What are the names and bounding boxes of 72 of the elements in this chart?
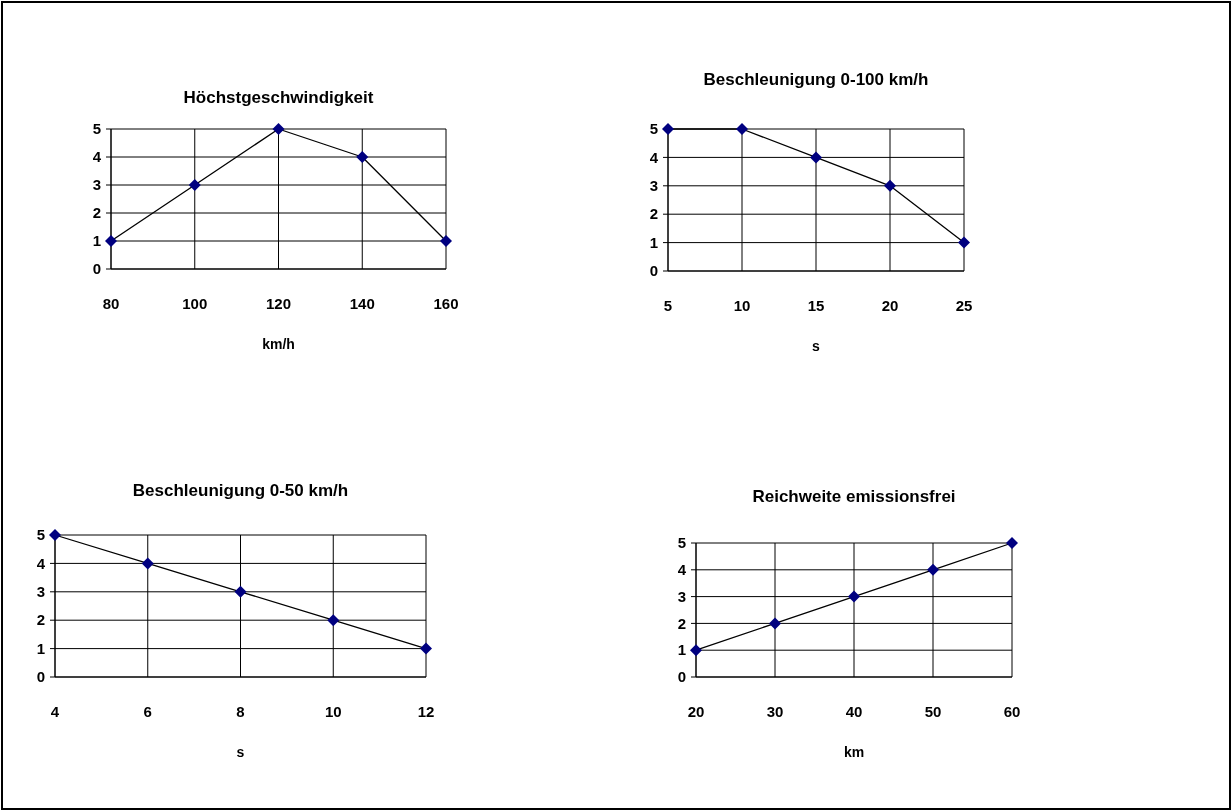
x-tick-label: 10 — [733, 297, 751, 314]
y-tick-label: 1 — [36, 639, 45, 657]
x-tick-label: 15 — [807, 297, 825, 314]
point — [272, 123, 285, 135]
point — [848, 590, 860, 603]
x-tick-label: 12 — [417, 703, 435, 720]
chart-title: Reichweite emissionsfrei — [752, 487, 956, 506]
x-tick-label: 160 — [433, 295, 459, 312]
point — [1006, 537, 1018, 549]
point — [188, 179, 201, 191]
y-tick-label: 5 — [92, 120, 101, 138]
x-axis-title: km — [843, 744, 865, 760]
y-tick-label: 4 — [677, 561, 687, 579]
x-tick-label: 60 — [1003, 703, 1021, 720]
x-tick-label: 8 — [236, 703, 245, 720]
y-tick-label: 0 — [92, 260, 101, 278]
y-tick-label: 2 — [649, 205, 658, 223]
point — [356, 151, 369, 163]
y-tick-label: 3 — [649, 177, 658, 195]
y-tick-label: 4 — [92, 148, 102, 166]
y-tick-label: 0 — [36, 668, 45, 686]
chart-title: Beschleunigung 0-100 km/h — [703, 70, 929, 89]
y-tick-label: 5 — [677, 534, 686, 552]
y-tick-label: 1 — [677, 641, 686, 659]
x-tick-label: 20 — [687, 703, 705, 720]
x-tick-label: 50 — [924, 703, 942, 720]
x-tick-label: 4 — [50, 703, 60, 720]
y-tick-label: 4 — [36, 554, 46, 572]
point — [234, 585, 247, 598]
point — [662, 123, 674, 135]
point — [690, 644, 702, 657]
x-tick-label: 10 — [324, 703, 342, 720]
x-tick-label: 25 — [955, 297, 973, 314]
x-tick-label: 100 — [182, 295, 208, 312]
chart-title: Beschleunigung 0-50 km/h — [132, 481, 349, 500]
x-axis-title: km/h — [262, 336, 295, 352]
y-tick-label: 3 — [36, 583, 45, 601]
y-tick-label: 5 — [649, 120, 658, 138]
y-tick-label: 3 — [92, 176, 101, 194]
x-tick-label: 5 — [663, 297, 673, 314]
chart-title: Höchstgeschwindigkeit — [183, 88, 374, 107]
y-tick-label: 2 — [92, 204, 101, 222]
y-tick-label: 0 — [649, 262, 658, 280]
point — [440, 235, 452, 247]
y-tick-label: 2 — [677, 614, 686, 632]
point — [769, 617, 781, 630]
point — [927, 563, 939, 576]
y-tick-label: 5 — [36, 526, 45, 544]
x-tick-label: 80 — [102, 295, 120, 312]
y-tick-label: 3 — [677, 587, 686, 605]
point — [884, 179, 896, 192]
x-tick-label: 40 — [845, 703, 863, 720]
point — [327, 614, 340, 627]
x-axis-title: s — [236, 744, 245, 760]
y-tick-label: 0 — [677, 668, 686, 686]
point — [958, 236, 970, 249]
point — [105, 235, 117, 247]
x-tick-label: 6 — [143, 703, 152, 720]
y-tick-label: 4 — [649, 148, 659, 166]
point — [49, 529, 61, 541]
x-tick-label: 120 — [265, 295, 292, 312]
x-axis-title: s — [812, 338, 821, 354]
y-tick-label: 1 — [649, 233, 658, 251]
y-tick-label: 2 — [36, 611, 45, 629]
point — [736, 123, 748, 135]
y-tick-label: 1 — [92, 232, 101, 250]
point — [420, 642, 432, 655]
x-tick-label: 140 — [349, 295, 375, 312]
x-tick-label: 20 — [881, 297, 899, 314]
x-tick-label: 30 — [766, 703, 784, 720]
point — [810, 151, 822, 164]
point — [141, 557, 154, 570]
